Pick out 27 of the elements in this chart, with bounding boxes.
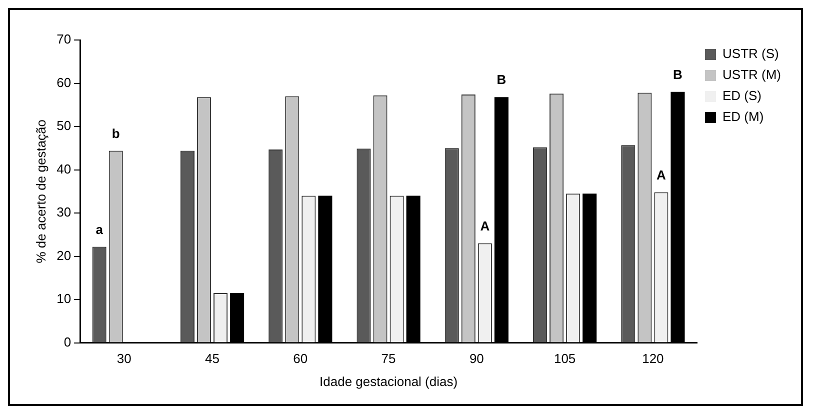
x-tick-label: 30 [116, 351, 132, 366]
legend-label: ED (S) [722, 88, 762, 104]
y-tick-label: 40 [56, 161, 72, 176]
y-tick-label: 60 [56, 74, 72, 90]
x-tick-label: 90 [469, 351, 484, 366]
legend-label: USTR (S) [722, 46, 779, 62]
annotation: b [112, 126, 120, 141]
annotation: A [656, 167, 667, 182]
x-tick-label: 60 [293, 351, 308, 366]
annotation: A [480, 218, 490, 234]
x-tick-label: 45 [205, 351, 220, 366]
y-tick-label: 50 [56, 118, 72, 134]
legend-label: ED (M) [722, 109, 764, 124]
annotation: B [496, 72, 506, 88]
legend-label: USTR (M) [722, 67, 782, 82]
y-tick-label: 70 [56, 32, 72, 47]
annotation: a [96, 222, 104, 237]
y-tick-label: 0 [64, 334, 72, 350]
annotation: B [673, 66, 682, 82]
x-tick-label: 120 [642, 351, 664, 366]
x-axis-title: Idade gestacional (dias) [320, 374, 458, 389]
y-tick-label: 30 [56, 204, 72, 220]
y-axis-title: % de acerto de gestação [33, 119, 48, 264]
y-tick-label: 20 [56, 248, 72, 263]
x-tick-label: 105 [554, 351, 576, 366]
x-tick-label: 75 [381, 351, 396, 366]
y-tick-label: 10 [56, 291, 72, 306]
